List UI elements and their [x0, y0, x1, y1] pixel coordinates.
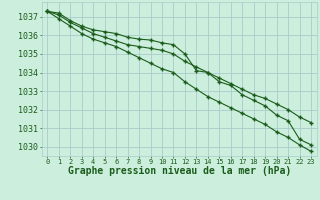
- X-axis label: Graphe pression niveau de la mer (hPa): Graphe pression niveau de la mer (hPa): [68, 166, 291, 176]
